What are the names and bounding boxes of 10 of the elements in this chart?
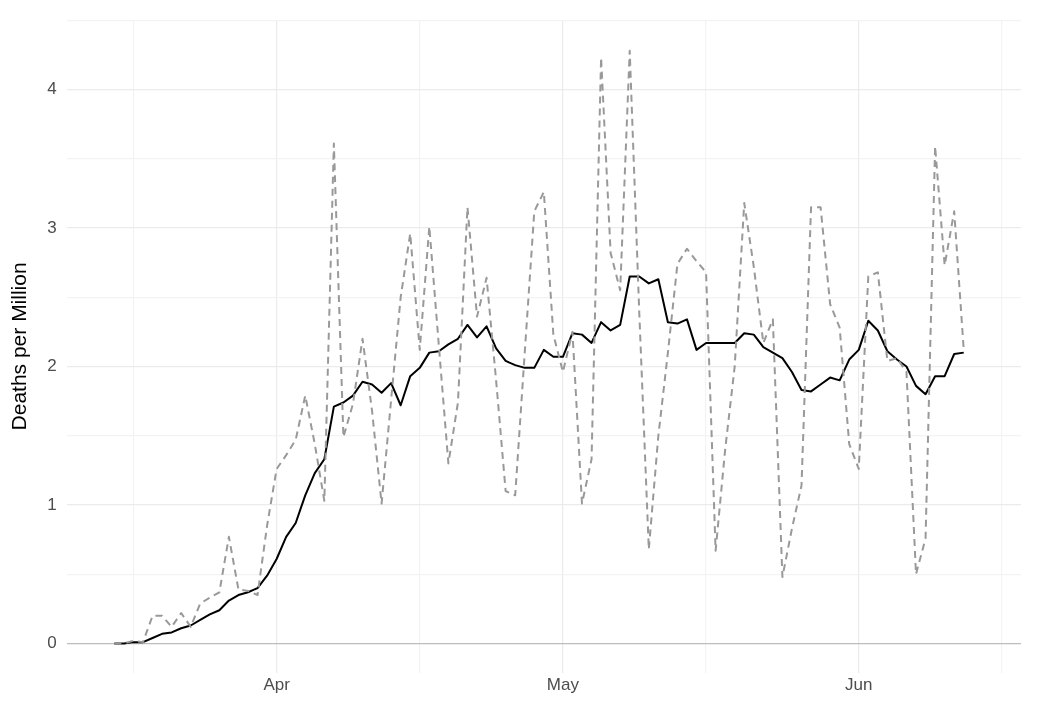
x-tick-label: Jun <box>845 675 873 695</box>
x-tick-label: Apr <box>263 675 291 695</box>
y-tick-label: 3 <box>47 217 57 237</box>
y-axis-title: Deaths per Million <box>7 262 31 431</box>
y-tick-label: 2 <box>47 356 57 376</box>
y-tick-label: 4 <box>47 79 57 99</box>
y-tick-label: 1 <box>47 494 57 514</box>
line-series <box>113 49 965 645</box>
y-tick-label: 0 <box>47 633 57 653</box>
x-tick-label: May <box>546 675 580 695</box>
